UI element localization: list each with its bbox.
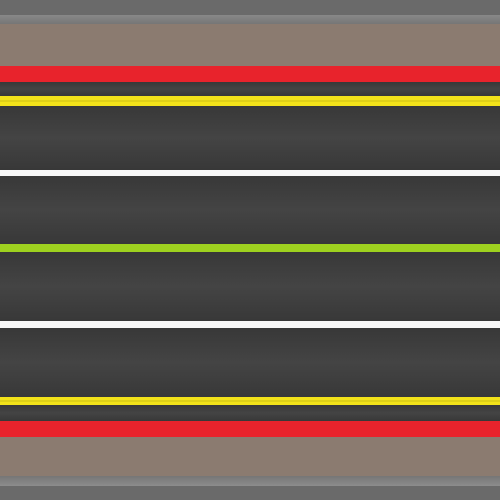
yellow-line-bottom (0, 397, 500, 405)
white-lane-divider-1 (0, 170, 500, 176)
bottom-curb (0, 421, 500, 437)
road-lane-1 (0, 106, 500, 170)
road-lane-2 (0, 176, 500, 244)
green-center-line (0, 244, 500, 252)
road-shoulder-top (0, 82, 500, 96)
bottom-border (0, 486, 500, 500)
top-sidewalk (0, 24, 500, 66)
white-lane-divider-2 (0, 321, 500, 328)
top-curb (0, 66, 500, 82)
road-shoulder-bottom (0, 405, 500, 421)
bottom-border-edge (0, 476, 500, 486)
road-lane-4 (0, 328, 500, 397)
top-border (0, 0, 500, 15)
top-border-edge (0, 15, 500, 24)
road-lane-3 (0, 252, 500, 321)
yellow-line-top (0, 96, 500, 106)
bottom-sidewalk (0, 437, 500, 476)
